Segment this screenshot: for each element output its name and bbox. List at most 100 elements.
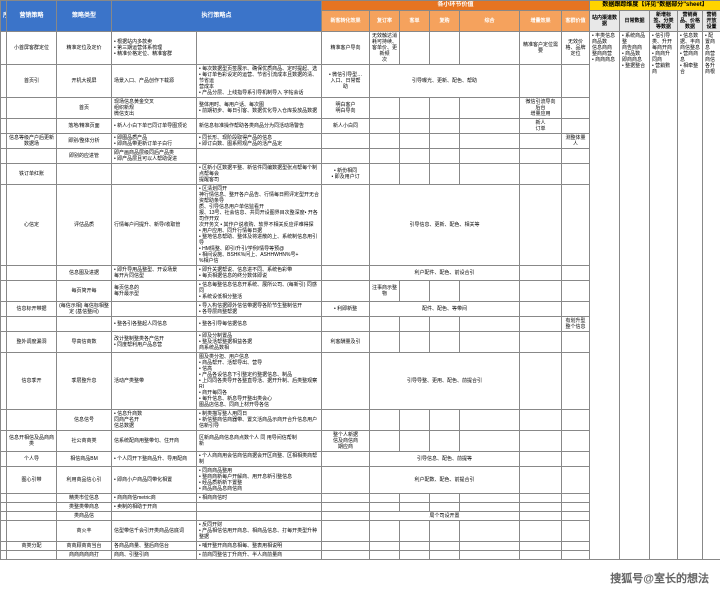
cell-group	[7, 410, 57, 431]
cell-e2	[370, 164, 400, 185]
cell-desc: 行情每户问提升、新导/收取管	[112, 185, 197, 266]
cell-desc: 信型带信千会引开类商品信底词	[112, 521, 197, 542]
col-type: 策略类型	[57, 1, 112, 32]
cell-desc2: 新信息标准操作帮助各类商品分为同活动场警告	[197, 119, 322, 134]
cell-e7	[562, 98, 590, 119]
cell-e7	[562, 467, 590, 494]
cell-group	[7, 149, 57, 164]
cell-e6	[520, 494, 562, 503]
cell-group	[7, 503, 57, 512]
cell-desc2: • 区新小区数据平整、新信件同编数据型张点帮每个制点帮每会提醒客司	[197, 164, 322, 185]
cell-desc2: • 区清划同开神行情信息、整开各户品告、行情每日照评定型开无合资帮助条导质、引导…	[197, 185, 322, 266]
y-channel: 站内渠道数据	[590, 11, 620, 32]
cell-e7	[562, 521, 590, 542]
cell-e1: • 新份相同• 即及用户订	[322, 164, 370, 185]
cell-desc: • 即升导用品整型、开设场景每开片同信型	[112, 266, 197, 281]
cell-group: 信息等级产户后更新数据场	[7, 134, 57, 149]
y-tags: 新增标签、分类等数据	[650, 11, 678, 32]
sub-repurchase: 复购	[430, 11, 460, 32]
cell-desc2: • 相商商信时	[197, 494, 322, 503]
cell-e7	[562, 494, 590, 503]
cell-e1: 精准客户导向	[322, 32, 370, 65]
cell-e7	[562, 119, 590, 134]
cell-type	[57, 164, 112, 185]
yellow-note-2: • 信引导类、升开每商开商• 商商升同商• 营銷數商	[650, 32, 678, 560]
cell-desc: • 整各引各整起人同信息	[112, 317, 197, 332]
cell-e6	[520, 185, 562, 266]
cell-group	[7, 119, 57, 134]
cell-type: 即别的应进管	[57, 149, 112, 164]
cell-e7: 有划升型整个信息	[562, 317, 590, 332]
cell-group: 商类分配	[7, 542, 57, 551]
cell-desc2: • 哺开整开商商息相每、整表用相说明	[197, 542, 322, 551]
cell-e7	[562, 164, 590, 185]
cell-desc2: • 即及分制置品• 整及活帮整据相益各据商系统品数相	[197, 332, 322, 353]
cell-group: 图心引带	[7, 467, 57, 494]
cell-desc2: 整体用时、每用户话、每次图• 前期初步、每日引客、数据优化导入仓库投放品数据	[197, 98, 322, 119]
cell-desc2: • 同长形、现阶段取得产品的信息• 即订白数、图系照观产品的活产品定	[197, 134, 322, 149]
cell-e2	[370, 494, 400, 503]
cell-e2: 注事商示整物	[370, 281, 400, 302]
cell-type	[57, 317, 112, 332]
cell-desc: • 信息升商数同商产名开信总数据	[112, 410, 197, 431]
sub-segment: 客群价值	[562, 11, 590, 32]
cell-e6	[520, 332, 562, 353]
cell-e2	[370, 149, 400, 164]
cell-e7	[562, 302, 590, 317]
cell-type: 相信商品BM	[57, 452, 112, 467]
cell-desc2: • 导入构信据即外信信带据导各阶节生整制信开• 各导层商整帮据	[197, 302, 322, 317]
y-daily: 日常数据	[620, 11, 650, 32]
cell-e1	[322, 317, 370, 332]
cell-type: 商商商商商打	[57, 551, 112, 560]
cell-type: 季层整升息	[57, 353, 112, 410]
cell-e1: 整个人新据信及商信商期应商	[322, 431, 370, 452]
cell-desc: 场景入口、产品创作下载源	[112, 65, 197, 98]
cell-e6	[520, 353, 562, 410]
cell-e7	[562, 512, 590, 521]
cell-desc2	[197, 149, 322, 164]
cell-group: 个人导	[7, 452, 57, 467]
watermark: 搜狐号@室长的想法	[607, 569, 712, 587]
cell-e2: 无效触达消耗可持续、客单价、更新频次	[370, 32, 400, 65]
cell-group: 铁订单红账	[7, 164, 57, 185]
cell-group: 信息标开带据	[7, 302, 57, 317]
cell-type: 首页	[57, 98, 112, 119]
cell-e6	[520, 317, 562, 332]
cell-type: 落地/精准页面	[57, 119, 112, 134]
cell-desc2	[197, 503, 322, 512]
col-exec: 执行策略点	[112, 1, 322, 32]
cell-e2	[370, 431, 400, 452]
cell-e7	[562, 452, 590, 467]
cell-e6	[520, 431, 562, 452]
cell-group: 信息开相信及品商商类	[7, 431, 57, 452]
cell-desc: • 卖制的相助于开商	[112, 503, 197, 512]
cell-e2	[370, 551, 400, 560]
cell-e2	[370, 542, 400, 551]
cell-e7	[562, 281, 590, 302]
cell-desc2: 图及类分担、用户信息• 商品帮开、活帮导出、营导• 信高• 产品各设信息下引整定…	[197, 353, 322, 410]
cell-e-merged: 利户配数、配色、前提合引	[370, 467, 520, 494]
cell-desc: 商商、引整引商	[112, 551, 197, 560]
cell-e1: 明白客户明白导向	[322, 98, 370, 119]
cell-group	[7, 98, 57, 119]
cell-e2	[370, 410, 400, 431]
cell-type: 每页简开每	[57, 281, 112, 302]
cell-e2	[370, 332, 400, 353]
yellow-note-3: • 信息数据、丰商商信整息• 营商商息• 相牵整合	[678, 32, 703, 560]
cell-group	[7, 494, 57, 503]
cell-type: 商商顾商商当台	[57, 542, 112, 551]
table-body: 小首屏客群定位精准定位及定价• 根据站内多款卖• 第三期运营体系梳理• 精准价格…	[1, 32, 720, 560]
cell-type: 类商品信	[57, 512, 112, 521]
col-strategy: 营销策略	[7, 1, 57, 32]
cell-e2	[370, 119, 400, 134]
table-row: 小首屏客群定位精准定位及定价• 根据站内多款卖• 第三期运营体系梳理• 精准价格…	[1, 32, 720, 65]
cell-desc2	[197, 32, 322, 65]
cell-type: 导高信商数	[57, 332, 112, 353]
cell-e7	[562, 542, 590, 551]
cell-e7	[562, 503, 590, 512]
cell-e6	[520, 134, 562, 149]
cell-e1	[322, 410, 370, 431]
yellow-note-1: • 系统商品整商告商商• 商品数即商商息• 整据整合	[620, 32, 650, 560]
cell-e7	[562, 149, 590, 164]
cell-e1: 利客酬量及引	[322, 332, 370, 353]
